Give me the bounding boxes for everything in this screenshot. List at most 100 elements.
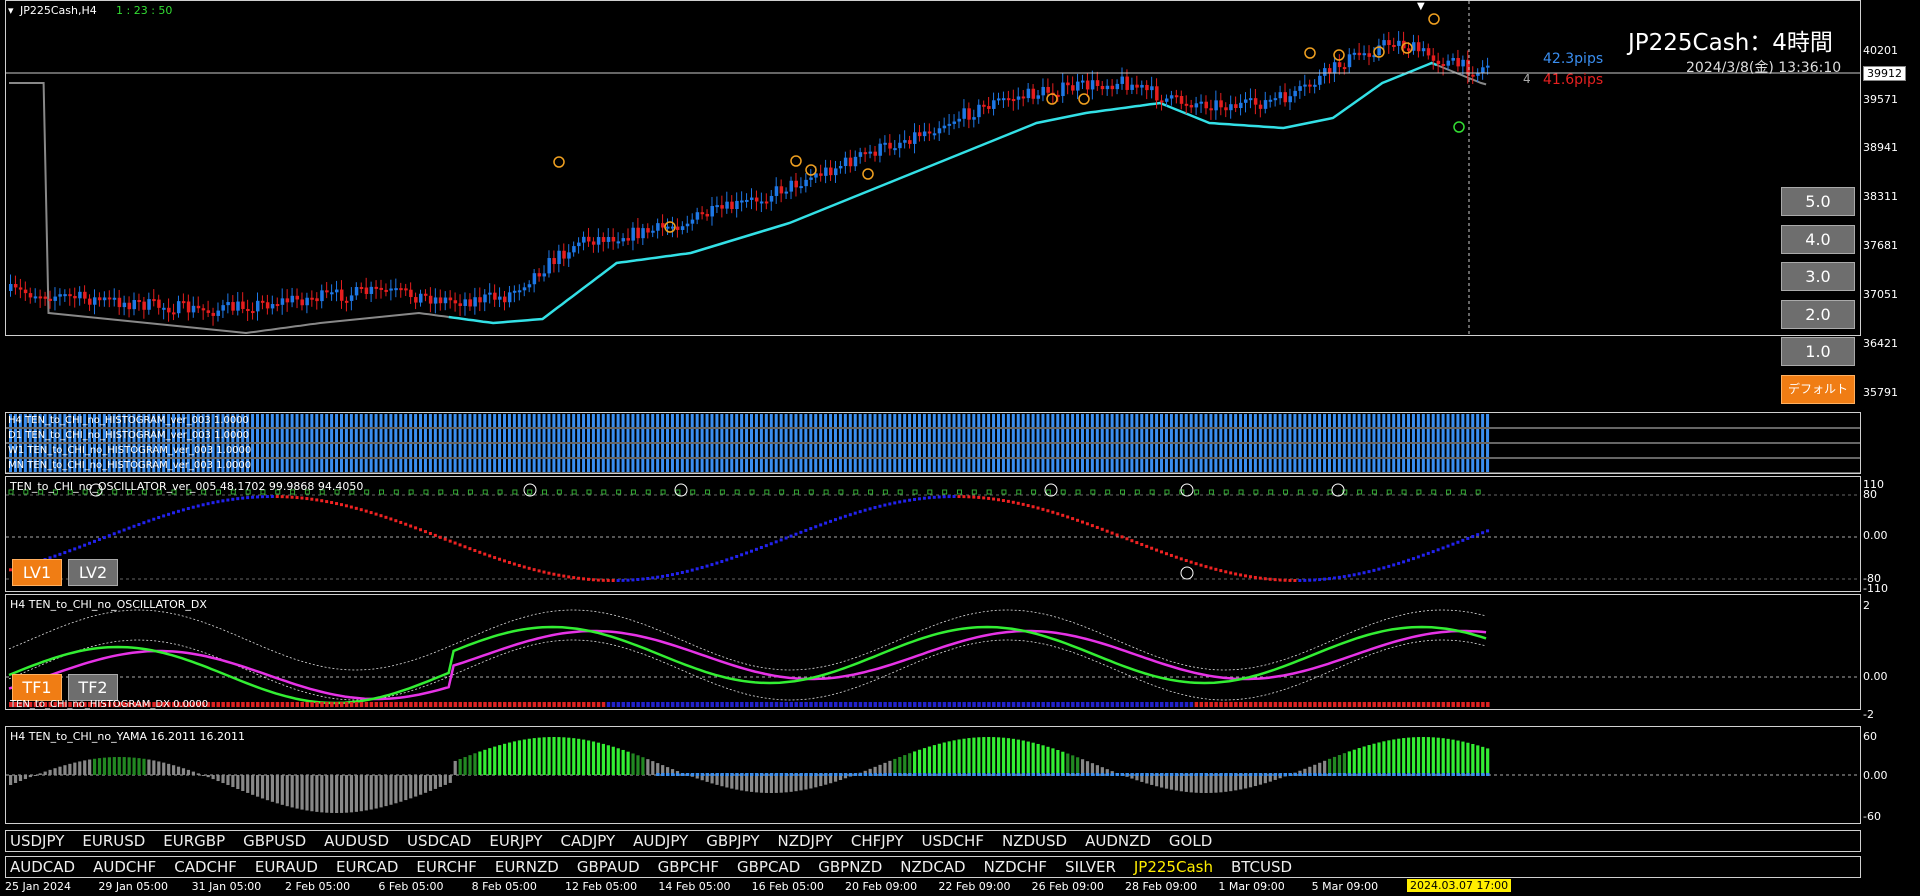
dx-tick: 2 xyxy=(1863,599,1870,612)
osc-dot xyxy=(1303,578,1307,582)
yama-bar xyxy=(873,766,877,775)
symbol-audusd[interactable]: AUDUSD xyxy=(324,832,389,850)
symbol-gbpcad[interactable]: GBPCAD xyxy=(737,858,801,876)
histogram-bar xyxy=(1219,429,1223,442)
yama-bar xyxy=(715,775,719,785)
symbol-audnzd[interactable]: AUDNZD xyxy=(1085,832,1151,850)
osc-dot xyxy=(468,547,472,551)
dx-canvas xyxy=(6,609,1860,707)
default-lot-button[interactable]: デフォルト xyxy=(1781,375,1855,404)
histogram-bar xyxy=(932,429,936,442)
symbol-gbpchf[interactable]: GBPCHF xyxy=(657,858,719,876)
symbol-gbpjpy[interactable]: GBPJPY xyxy=(706,832,760,850)
symbol-eurnzd[interactable]: EURNZD xyxy=(494,858,559,876)
histogram-bar xyxy=(28,414,32,427)
osc-dot xyxy=(241,496,245,500)
lot-4-button[interactable]: 4.0 xyxy=(1781,225,1855,254)
histogram-bar xyxy=(1061,444,1065,457)
symbol-gbpaud[interactable]: GBPAUD xyxy=(576,858,640,876)
lot-3-button[interactable]: 3.0 xyxy=(1781,262,1855,291)
symbol-euraud[interactable]: EURAUD xyxy=(254,858,318,876)
symbol-cadjpy[interactable]: CADJPY xyxy=(560,832,616,850)
symbol-cadchf[interactable]: CADCHF xyxy=(174,858,237,876)
histogram-bar xyxy=(1224,414,1228,427)
histogram-bar xyxy=(97,459,101,472)
yama-bar xyxy=(982,737,986,775)
symbol-usdchf[interactable]: USDCHF xyxy=(921,832,984,850)
symbol-btcusd[interactable]: BTCUSD xyxy=(1230,858,1293,876)
yama-base xyxy=(922,773,927,776)
dx-strip-cell xyxy=(1367,702,1371,707)
symbol-eurchf[interactable]: EURCHF xyxy=(416,858,477,876)
symbol-usdcad[interactable]: USDCAD xyxy=(407,832,472,850)
symbol-nzdjpy[interactable]: NZDJPY xyxy=(777,832,833,850)
lv1-button[interactable]: LV1 xyxy=(12,559,62,586)
symbol-gold[interactable]: GOLD xyxy=(1168,832,1213,850)
osc-dot xyxy=(1160,550,1164,554)
lot-5-button[interactable]: 5.0 xyxy=(1781,187,1855,216)
histogram-bar xyxy=(379,429,383,442)
symbol-nzdcad[interactable]: NZDCAD xyxy=(900,858,966,876)
symbol-eurjpy[interactable]: EURJPY xyxy=(489,832,543,850)
symbol-gbpnzd[interactable]: GBPNZD xyxy=(818,858,883,876)
lot-1-button[interactable]: 1.0 xyxy=(1781,337,1855,366)
symbol-audcad[interactable]: AUDCAD xyxy=(10,858,76,876)
histogram-bar xyxy=(1145,459,1149,472)
histogram-bar xyxy=(251,444,255,457)
histogram-bar xyxy=(206,459,210,472)
chart-dropdown-icon[interactable]: ▾ xyxy=(8,4,14,17)
oscillator-pane[interactable]: TEN_to_CHI_no_OSCILLATOR_ver_005 48.1702… xyxy=(5,476,1861,592)
histogram-bar xyxy=(1293,444,1297,457)
symbol-jp225cash[interactable]: JP225Cash xyxy=(1133,858,1213,876)
tf1-button[interactable]: TF1 xyxy=(12,674,62,701)
histogram-bar xyxy=(532,414,536,427)
yama-bar xyxy=(1199,775,1203,793)
osc-dot xyxy=(438,535,442,539)
symbol-silver[interactable]: SILVER xyxy=(1065,858,1116,876)
histogram-bar xyxy=(883,459,887,472)
symbol-gbpusd[interactable]: GBPUSD xyxy=(243,832,307,850)
lot-2-button[interactable]: 2.0 xyxy=(1781,300,1855,329)
symbol-eurusd[interactable]: EURUSD xyxy=(82,832,146,850)
osc-dot xyxy=(685,569,689,573)
symbol-audchf[interactable]: AUDCHF xyxy=(93,858,157,876)
histogram-bar xyxy=(1056,444,1060,457)
histogram-bar xyxy=(256,414,259,427)
price-chart-canvas[interactable] xyxy=(6,1,1861,336)
yama-bar xyxy=(997,737,1001,775)
yama-base xyxy=(1125,773,1129,776)
lv2-button[interactable]: LV2 xyxy=(68,559,118,586)
symbol-audjpy[interactable]: AUDJPY xyxy=(633,832,689,850)
symbol-nzdusd[interactable]: NZDUSD xyxy=(1001,832,1068,850)
tf2-button[interactable]: TF2 xyxy=(68,674,118,701)
dx-pane[interactable]: H4 TEN_to_CHI_no_OSCILLATOR_DX TF1 TF2 T… xyxy=(5,594,1861,710)
histogram-bar xyxy=(1006,459,1010,472)
histogram-bar xyxy=(28,459,32,472)
histogram-bar xyxy=(38,444,42,457)
histogram-bar xyxy=(1278,459,1282,472)
histogram-bar xyxy=(1140,444,1144,457)
histogram-bar xyxy=(1362,414,1366,427)
histogram-bar xyxy=(942,414,946,427)
histogram-bar xyxy=(567,459,571,472)
candle-body xyxy=(888,142,892,149)
price-chart-pane[interactable]: ▾ JP225Cash,H4 1 : 23 : 50 JP225Cash：4時間… xyxy=(5,0,1861,336)
symbol-usdjpy[interactable]: USDJPY xyxy=(10,832,65,850)
histogram-bar xyxy=(369,459,373,472)
osc-box xyxy=(1357,489,1363,495)
dx-strip-cell xyxy=(1451,702,1455,707)
symbol-eurgbp[interactable]: EURGBP xyxy=(163,832,226,850)
symbol-eurcad[interactable]: EURCAD xyxy=(335,858,399,876)
histogram-bar xyxy=(972,414,976,427)
yama-bar xyxy=(720,775,724,787)
dx-strip-cell xyxy=(73,702,77,707)
symbol-chfjpy[interactable]: CHFJPY xyxy=(850,832,904,850)
histogram-bar xyxy=(977,429,981,442)
histogram-bar xyxy=(399,429,403,442)
histogram-bar xyxy=(152,429,156,442)
dx-strip-cell xyxy=(641,702,645,707)
symbol-nzdchf[interactable]: NZDCHF xyxy=(983,858,1048,876)
histogram-bar xyxy=(1061,429,1065,442)
yama-pane[interactable]: H4 TEN_to_CHI_no_YAMA 16.2011 16.2011 xyxy=(5,726,1861,824)
yama-base xyxy=(873,773,877,776)
